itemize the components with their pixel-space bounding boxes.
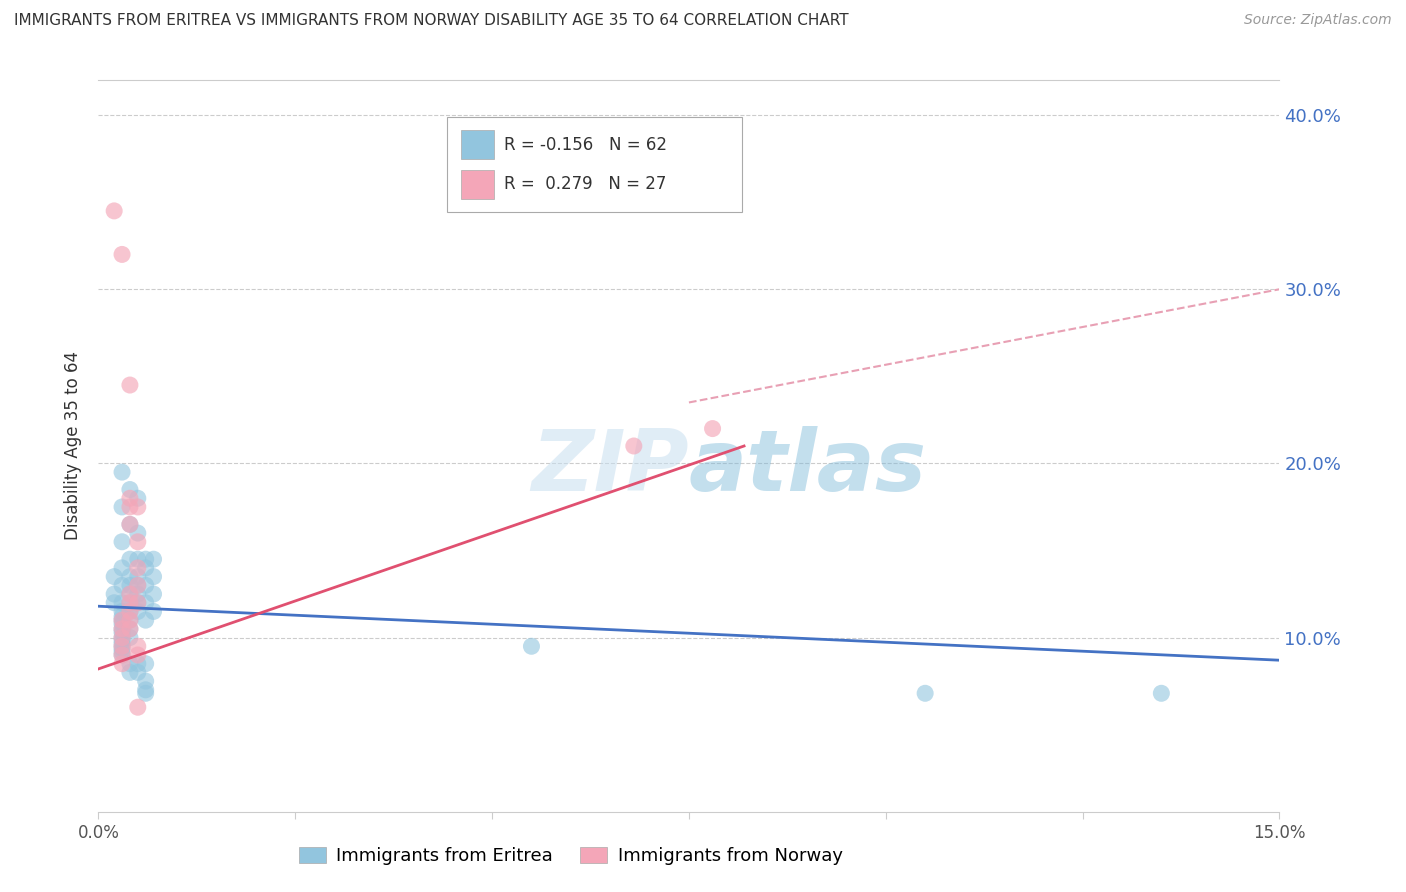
Point <box>118 491 141 506</box>
Text: R = -0.156   N = 62: R = -0.156 N = 62 <box>503 136 666 153</box>
Point <box>135 596 157 610</box>
Point <box>118 500 141 514</box>
Point <box>111 622 134 636</box>
Point <box>127 561 149 575</box>
Point <box>135 682 157 697</box>
Point <box>118 517 141 532</box>
Point <box>118 604 141 618</box>
Y-axis label: Disability Age 35 to 64: Disability Age 35 to 64 <box>65 351 83 541</box>
Point <box>1150 686 1173 700</box>
Point <box>118 665 141 680</box>
Point <box>111 609 134 624</box>
Point <box>118 657 141 671</box>
Point <box>103 569 125 583</box>
Point <box>127 552 149 566</box>
Point <box>127 700 149 714</box>
Point <box>118 622 141 636</box>
Point <box>127 640 149 654</box>
Bar <box>447 117 742 212</box>
Point <box>111 500 134 514</box>
Point <box>111 561 134 575</box>
Point <box>142 604 165 618</box>
Point <box>118 552 141 566</box>
Point <box>127 578 149 592</box>
Point <box>111 247 134 261</box>
Bar <box>461 130 494 160</box>
Point <box>118 578 141 592</box>
Point <box>127 648 149 662</box>
Point <box>111 648 134 662</box>
Point <box>127 657 149 671</box>
Point <box>127 596 149 610</box>
Point <box>118 622 141 636</box>
Text: atlas: atlas <box>689 426 927 509</box>
Legend: Immigrants from Eritrea, Immigrants from Norway: Immigrants from Eritrea, Immigrants from… <box>291 839 851 872</box>
Point <box>623 439 645 453</box>
Point <box>118 604 141 618</box>
Point <box>111 622 134 636</box>
Point <box>103 203 125 218</box>
Point <box>135 686 157 700</box>
Point <box>111 634 134 648</box>
Point <box>118 613 141 627</box>
Point <box>135 552 157 566</box>
Point <box>702 421 724 435</box>
Point <box>142 587 165 601</box>
Point <box>127 587 149 601</box>
Text: ZIP: ZIP <box>531 426 689 509</box>
Point <box>111 625 134 640</box>
Point <box>127 596 149 610</box>
Point <box>118 587 141 601</box>
Point <box>111 534 134 549</box>
Point <box>135 613 157 627</box>
Point <box>111 644 134 658</box>
Point <box>111 613 134 627</box>
Point <box>118 517 141 532</box>
Point <box>111 638 134 652</box>
Bar <box>461 169 494 199</box>
Point <box>118 631 141 645</box>
Point <box>111 657 134 671</box>
Point <box>135 657 157 671</box>
Point <box>118 378 141 392</box>
Point <box>111 631 134 645</box>
Point <box>111 465 134 479</box>
Point <box>127 534 149 549</box>
Point <box>103 587 125 601</box>
Point <box>127 578 149 592</box>
Text: R =  0.279   N = 27: R = 0.279 N = 27 <box>503 175 666 194</box>
Point <box>118 587 141 601</box>
Point <box>135 674 157 689</box>
Point <box>118 569 141 583</box>
Point <box>127 500 149 514</box>
Point <box>111 640 134 655</box>
Point <box>135 578 157 592</box>
Point <box>111 648 134 662</box>
Point <box>127 569 149 583</box>
Point <box>914 686 936 700</box>
Text: IMMIGRANTS FROM ERITREA VS IMMIGRANTS FROM NORWAY DISABILITY AGE 35 TO 64 CORREL: IMMIGRANTS FROM ERITREA VS IMMIGRANTS FR… <box>14 13 849 29</box>
Point <box>118 613 141 627</box>
Point <box>135 561 157 575</box>
Point <box>103 596 125 610</box>
Point <box>520 640 543 654</box>
Point <box>111 631 134 645</box>
Point <box>142 569 165 583</box>
Point <box>127 491 149 506</box>
Point <box>127 604 149 618</box>
Point <box>111 578 134 592</box>
Point <box>127 665 149 680</box>
Text: Source: ZipAtlas.com: Source: ZipAtlas.com <box>1244 13 1392 28</box>
Point <box>127 526 149 541</box>
Point <box>118 596 141 610</box>
Point <box>118 596 141 610</box>
Point <box>111 613 134 627</box>
Point <box>118 483 141 497</box>
Point <box>142 552 165 566</box>
Point <box>111 640 134 654</box>
Point <box>111 616 134 631</box>
Point <box>111 604 134 618</box>
Point <box>111 596 134 610</box>
